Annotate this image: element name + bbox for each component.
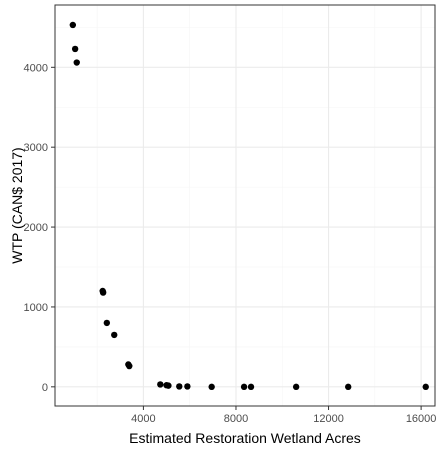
- data-points: [69, 21, 429, 391]
- data-point: [247, 383, 255, 391]
- data-point: [126, 362, 133, 370]
- y-tick-label: 2000: [24, 222, 48, 234]
- y-tick-label: 3000: [24, 142, 48, 154]
- y-tick-label: 1000: [24, 302, 48, 314]
- x-tick-label: 12000: [313, 413, 344, 425]
- y-axis-title: WTP (CAN$ 2017): [9, 147, 25, 263]
- x-axis-title: Estimated Restoration Wetland Acres: [129, 430, 361, 446]
- data-point: [184, 383, 191, 390]
- y-tick-label: 0: [42, 382, 48, 394]
- x-tick-label: 8000: [224, 413, 248, 425]
- grid-minor-lines: [55, 5, 435, 406]
- data-point: [176, 383, 183, 390]
- data-point: [240, 383, 248, 391]
- data-point: [71, 45, 79, 53]
- data-point: [422, 383, 429, 391]
- x-axis-ticks: 4000 8000 12000 16000: [131, 406, 436, 425]
- y-tick-label: 4000: [24, 62, 48, 74]
- data-point: [157, 381, 164, 388]
- data-point: [292, 383, 300, 391]
- x-tick-label: 16000: [406, 413, 437, 425]
- data-point: [99, 289, 107, 296]
- y-axis-ticks: 0 1000 2000 3000 4000: [24, 62, 55, 394]
- data-point: [165, 382, 172, 389]
- data-point: [111, 331, 118, 339]
- plot-panel-border: [54, 4, 436, 407]
- data-point: [208, 383, 215, 391]
- data-point: [73, 59, 80, 66]
- x-tick-label: 4000: [131, 413, 155, 425]
- grid-major-lines: [55, 5, 435, 406]
- data-point: [345, 383, 352, 391]
- data-point: [103, 319, 111, 327]
- data-point: [69, 21, 77, 29]
